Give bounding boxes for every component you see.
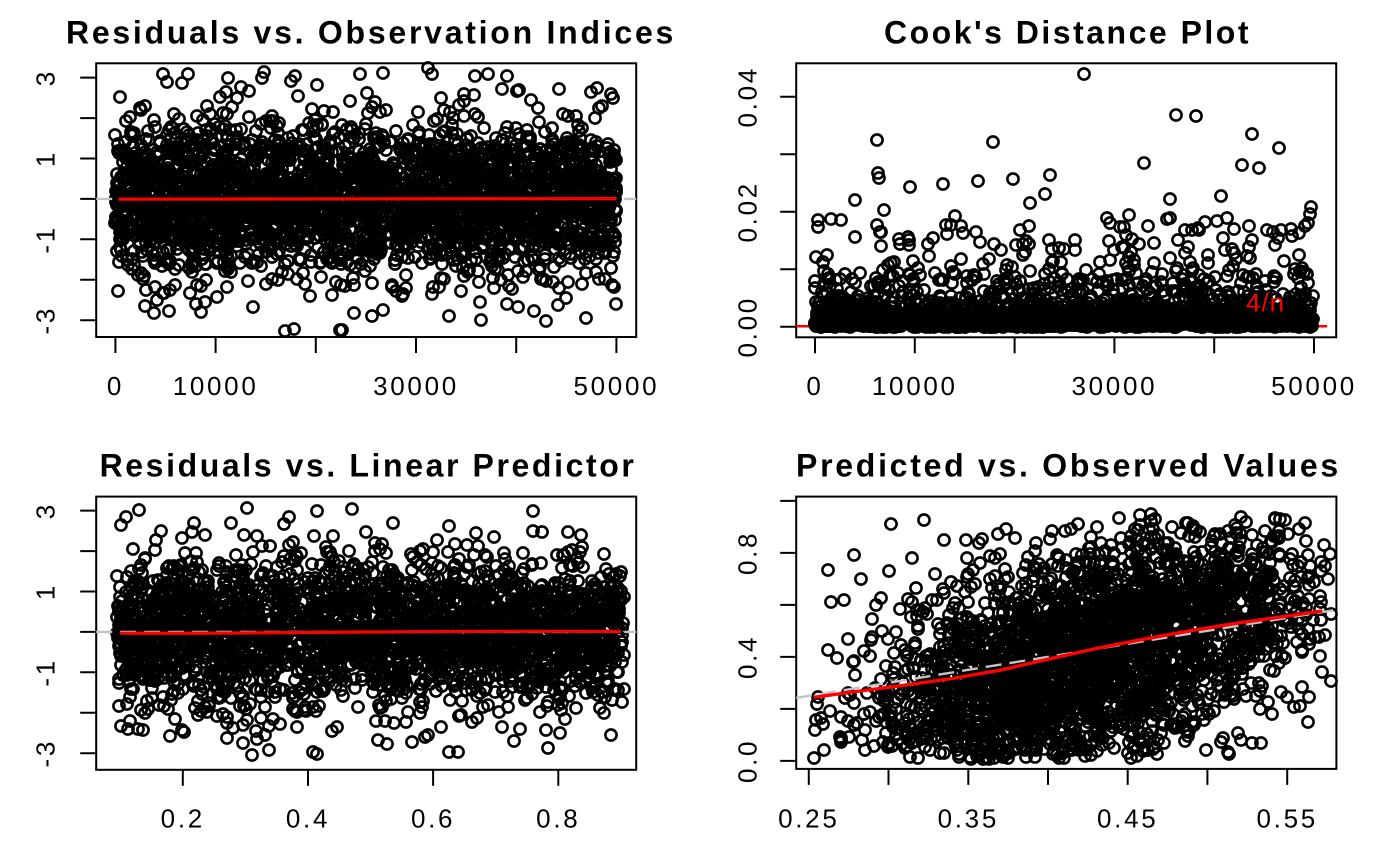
svg-text:0.45: 0.45 [1097,804,1158,834]
svg-text:0: 0 [806,371,823,401]
svg-text:0.2: 0.2 [161,804,205,834]
svg-text:10000: 10000 [173,371,259,401]
svg-text:0.6: 0.6 [411,804,455,834]
svg-text:Predicted vs. Observed Values: Predicted vs. Observed Values [796,448,1341,484]
svg-text:Residuals vs. Linear Predictor: Residuals vs. Linear Predictor [100,448,637,484]
svg-text:Residuals vs. Observation Indi: Residuals vs. Observation Indices [66,15,676,51]
svg-text:0.25: 0.25 [778,804,839,834]
svg-text:30000: 30000 [373,371,459,401]
svg-text:0.55: 0.55 [1256,804,1317,834]
svg-text:0.0: 0.0 [733,739,763,783]
svg-text:0.8: 0.8 [536,804,580,834]
svg-text:0.04: 0.04 [733,66,763,127]
svg-text:0.00: 0.00 [733,296,763,357]
svg-text:Cook's Distance Plot: Cook's Distance Plot [884,15,1251,51]
svg-text:1: 1 [31,150,61,167]
svg-text:0.8: 0.8 [733,531,763,575]
svg-text:0: 0 [107,371,124,401]
svg-text:-3: -3 [31,739,61,768]
svg-text:0.4: 0.4 [733,635,763,679]
svg-text:1: 1 [31,583,61,600]
svg-text:50000: 50000 [573,371,659,401]
svg-text:0.35: 0.35 [938,804,999,834]
svg-text:3: 3 [31,502,61,519]
svg-text:-1: -1 [31,658,61,687]
svg-text:0.4: 0.4 [286,804,330,834]
svg-text:-1: -1 [31,225,61,254]
svg-text:-3: -3 [31,306,61,335]
svg-text:10000: 10000 [872,371,958,401]
svg-text:50000: 50000 [1271,371,1357,401]
svg-text:30000: 30000 [1071,371,1157,401]
svg-text:3: 3 [31,69,61,86]
svg-text:0.02: 0.02 [733,181,763,242]
